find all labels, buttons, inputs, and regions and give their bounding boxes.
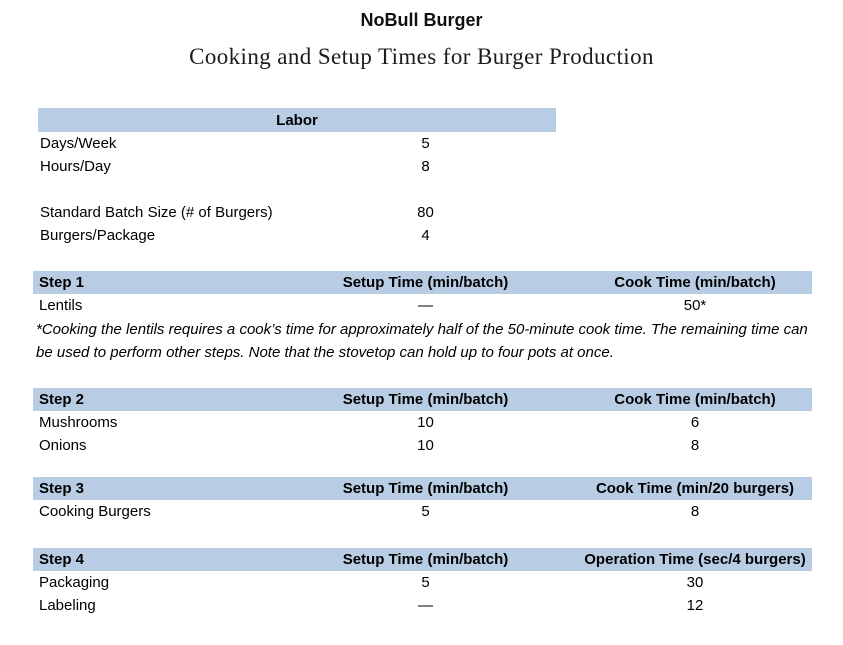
row-setup-value: — xyxy=(418,297,433,314)
labor-row-value: 4 xyxy=(421,227,430,244)
step1-table: Step 1 Setup Time (min/batch) Cook Time … xyxy=(33,271,812,317)
labor-row-label: Days/Week xyxy=(40,135,117,152)
page-title: NoBull Burger xyxy=(360,10,483,30)
labor-row-label: Burgers/Package xyxy=(40,227,156,244)
row-operation-value: 12 xyxy=(686,597,704,614)
labor-row-value: 5 xyxy=(421,135,430,152)
row-time-value: 8 xyxy=(690,437,700,454)
row-label: Cooking Burgers xyxy=(39,503,151,520)
labor-table-header: Labor xyxy=(38,108,556,132)
row-time-value: 8 xyxy=(690,503,700,520)
row-time-value: 6 xyxy=(690,414,700,431)
row-setup-value: 5 xyxy=(421,503,430,520)
row-operation-value: 30 xyxy=(686,574,704,591)
step2-cook-time-header: Cook Time (min/batch) xyxy=(614,391,776,408)
labor-table: Labor Days/Week 5 Hours/Day 8 Standard B… xyxy=(38,108,556,247)
labor-row-label: Hours/Day xyxy=(40,158,111,175)
step1-title: Step 1 xyxy=(39,274,85,291)
table-row: Burgers/Package 4 xyxy=(38,224,556,247)
row-label: Onions xyxy=(39,437,87,454)
step3-setup-time-header: Setup Time (min/batch) xyxy=(342,480,509,497)
table-row: Mushrooms 10 6 xyxy=(33,411,812,434)
step4-setup-time-header: Setup Time (min/batch) xyxy=(342,551,509,568)
table-row: Packaging 5 30 xyxy=(33,571,812,594)
step3-header-row: Step 3 Setup Time (min/batch) Cook Time … xyxy=(33,477,812,500)
page-subtitle: Cooking and Setup Times for Burger Produ… xyxy=(189,44,654,69)
row-setup-value: — xyxy=(418,597,433,614)
table-row: Standard Batch Size (# of Burgers) 80 xyxy=(38,201,556,224)
step1-header-row: Step 1 Setup Time (min/batch) Cook Time … xyxy=(33,271,812,294)
table-row: Hours/Day 8 xyxy=(38,155,556,178)
labor-row-value: 8 xyxy=(421,158,430,175)
step4-table: Step 4 Setup Time (min/batch) Operation … xyxy=(33,548,812,617)
step2-header-row: Step 2 Setup Time (min/batch) Cook Time … xyxy=(33,388,812,411)
step2-setup-time-header: Setup Time (min/batch) xyxy=(342,391,509,408)
row-setup-value: 10 xyxy=(417,437,434,454)
step1-cook-time-header: Cook Time (min/batch) xyxy=(614,274,776,291)
step1-setup-time-header: Setup Time (min/batch) xyxy=(342,274,509,291)
row-time-value: 50* xyxy=(683,297,707,314)
row-setup-value: 5 xyxy=(421,574,430,591)
step3-title: Step 3 xyxy=(39,480,85,497)
row-label: Labeling xyxy=(39,597,96,614)
row-label: Lentils xyxy=(39,297,83,314)
row-label: Packaging xyxy=(39,574,110,591)
table-row: Cooking Burgers 5 8 xyxy=(33,500,812,523)
table-row: Labeling — 12 xyxy=(33,594,812,617)
step4-operation-time-header: Operation Time (sec/4 burgers) xyxy=(584,551,806,568)
step4-title: Step 4 xyxy=(39,551,85,568)
row-label: Mushrooms xyxy=(39,414,118,431)
labor-row-value: 80 xyxy=(417,204,434,221)
labor-row-label: Standard Batch Size (# of Burgers) xyxy=(40,204,273,221)
table-row: Lentils — 50* xyxy=(33,294,812,317)
step3-table: Step 3 Setup Time (min/batch) Cook Time … xyxy=(33,477,812,523)
step4-header-row: Step 4 Setup Time (min/batch) Operation … xyxy=(33,548,812,571)
table-row: Days/Week 5 xyxy=(38,132,556,155)
row-setup-value: 10 xyxy=(417,414,434,431)
step2-title: Step 2 xyxy=(39,391,85,408)
step2-table: Step 2 Setup Time (min/batch) Cook Time … xyxy=(33,388,812,457)
table-row-spacer xyxy=(38,178,556,201)
table-row: Onions 10 8 xyxy=(33,434,812,457)
lentils-cook-time-footnote: *Cooking the lentils requires a cook’s t… xyxy=(36,321,808,361)
step3-cook-time-header: Cook Time (min/20 burgers) xyxy=(595,480,795,497)
